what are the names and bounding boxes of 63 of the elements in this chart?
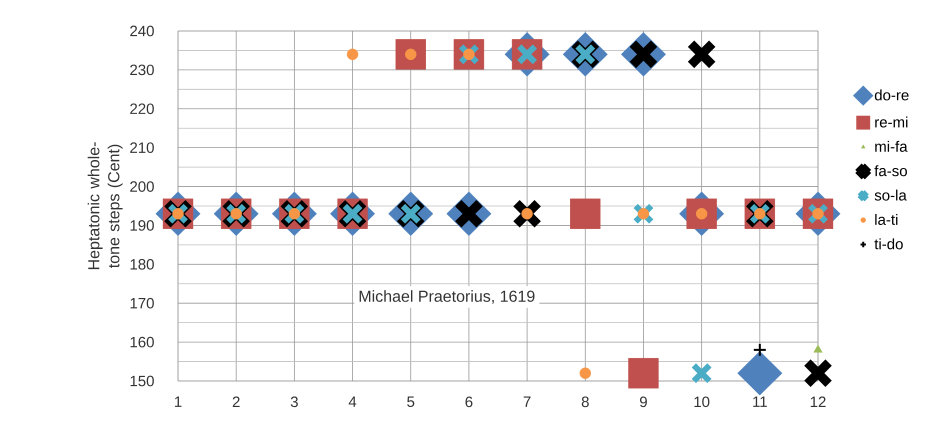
point [342, 202, 364, 225]
point [225, 202, 247, 225]
x-tick-label: 8 [582, 396, 589, 408]
legend-label: so-la [874, 190, 907, 201]
x-tick-label: 3 [290, 396, 298, 408]
point [463, 48, 475, 60]
point [288, 208, 300, 220]
point [813, 344, 823, 353]
x-tick-label: 1 [174, 396, 182, 407]
point [638, 208, 650, 220]
legend-label: fa-so [874, 165, 907, 176]
point [230, 208, 242, 220]
point [752, 342, 767, 357]
x-tick-label: 6 [466, 396, 472, 408]
x-tick-label: 12 [810, 396, 826, 407]
x-tick-label: 11 [753, 396, 767, 407]
y-tick-label: 170 [130, 298, 154, 309]
point [167, 202, 189, 225]
y-tick-label: 190 [130, 220, 154, 231]
x-tick-label: 2 [232, 396, 240, 407]
point [574, 44, 596, 66]
legend-label: do-re [874, 89, 909, 100]
x-tick-label: 4 [348, 396, 356, 407]
y-tick-label: 160 [130, 336, 154, 348]
legend-label: ti-do [874, 238, 903, 250]
point [346, 48, 358, 60]
point [754, 208, 766, 220]
legend-label: la-ti [875, 214, 898, 225]
point [284, 202, 306, 225]
y-tick-label: 180 [130, 259, 154, 270]
point [690, 362, 712, 384]
x-tick-label: 5 [407, 396, 414, 407]
point [516, 44, 538, 66]
point [812, 208, 824, 220]
legend-label: mi-fa [875, 140, 908, 152]
y-tick-label: 230 [130, 64, 154, 76]
point [802, 358, 834, 388]
point [458, 44, 480, 66]
annotation: Michael Praetorius, 1619 [360, 290, 534, 304]
y-tick-label: 150 [130, 376, 154, 386]
point [686, 39, 717, 70]
legend-label: re-mi [875, 116, 908, 128]
point [696, 208, 708, 220]
y-axis-title: Heptatonic whole- tone steps (Cent) [88, 142, 123, 270]
point [807, 202, 829, 225]
point [749, 202, 771, 225]
x-tick-label: 9 [640, 396, 647, 408]
point [570, 198, 600, 229]
point [172, 208, 184, 220]
point [454, 198, 484, 229]
point [737, 351, 782, 396]
y-tick-label: 200 [130, 181, 154, 192]
point [628, 39, 659, 70]
y-tick-label: 240 [130, 26, 154, 36]
point [521, 208, 533, 220]
point [405, 48, 416, 60]
x-tick-label: 7 [524, 396, 531, 407]
y-tick-label: 220 [130, 103, 154, 114]
point [632, 202, 654, 225]
y-tick-label: 210 [130, 142, 154, 153]
point [628, 358, 659, 388]
point [580, 368, 591, 379]
x-tick-label: 10 [694, 396, 710, 408]
